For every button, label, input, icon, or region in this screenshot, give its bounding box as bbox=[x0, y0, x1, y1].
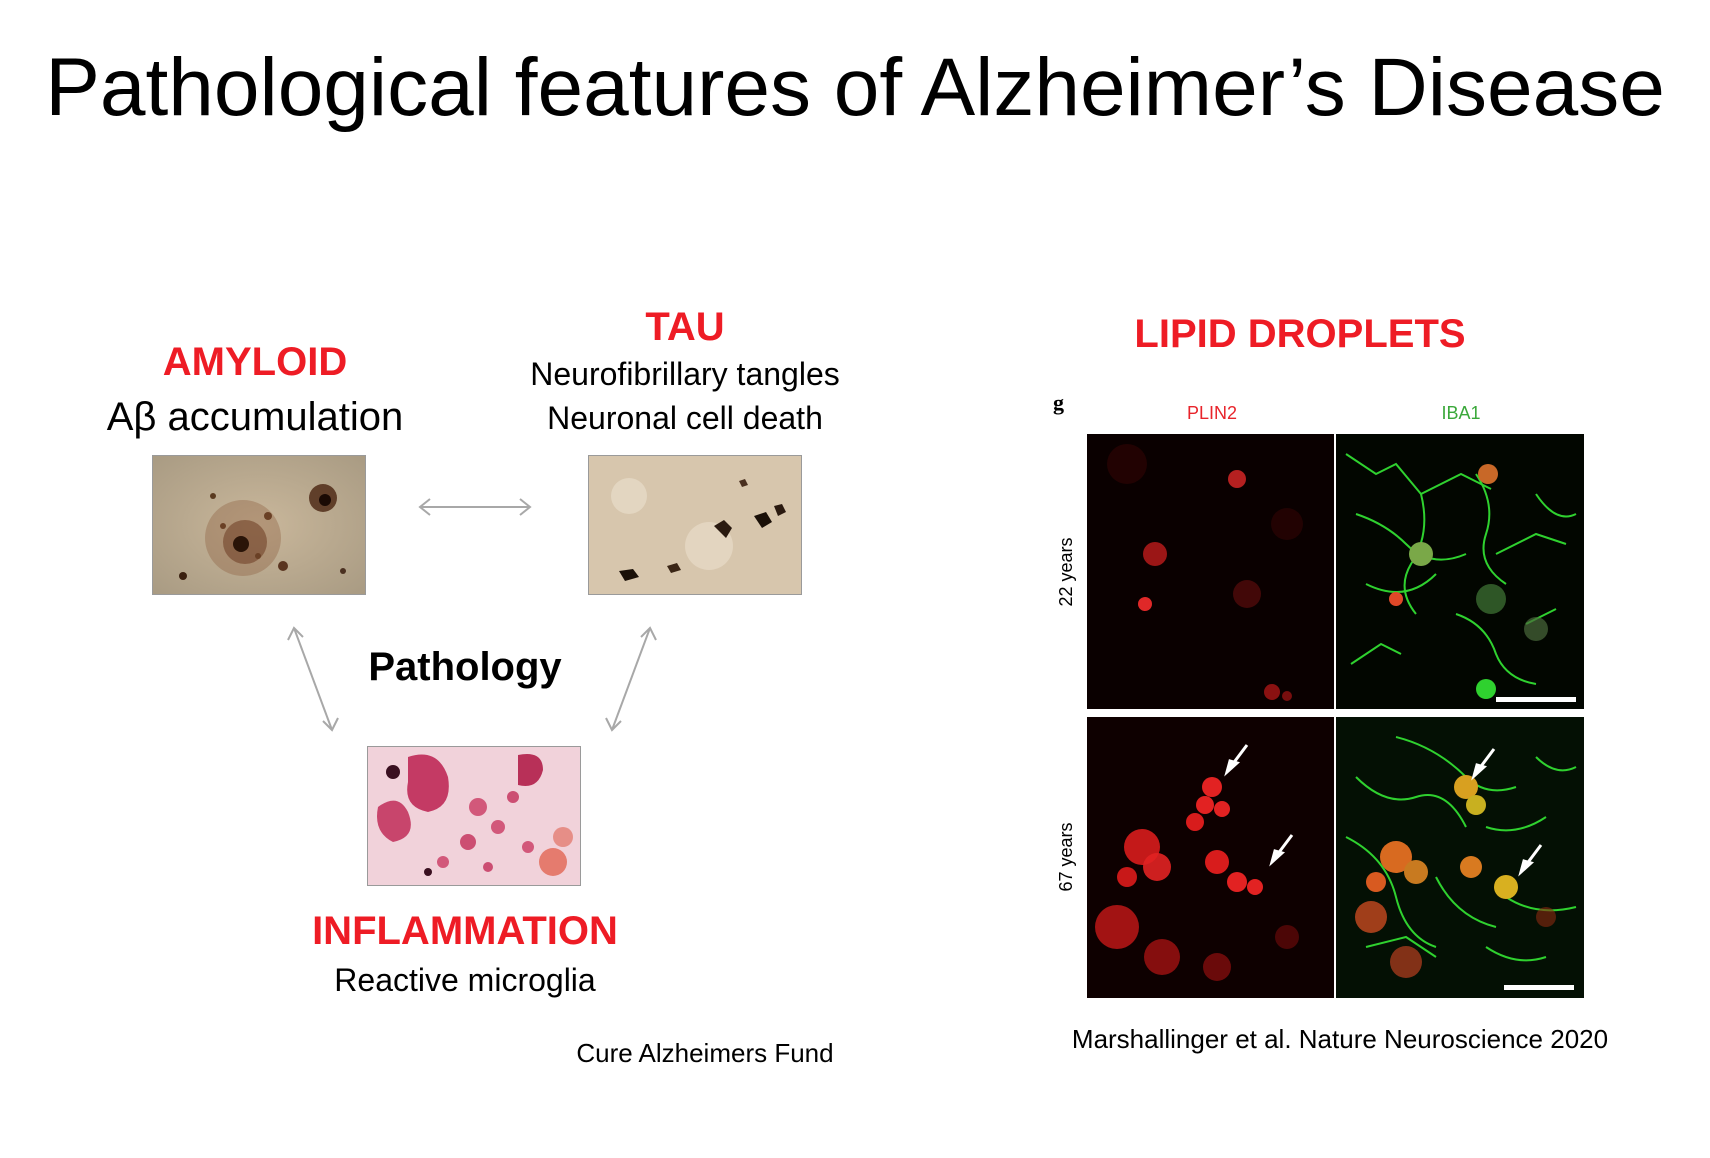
inflammation-subtitle: Reactive microglia bbox=[334, 962, 596, 998]
column-label-plin2: PLIN2 bbox=[1186, 403, 1238, 423]
panel-22y-iba1 bbox=[1336, 434, 1584, 709]
panel-22y-plin2 bbox=[1087, 434, 1334, 709]
slide-title: Pathological features of Alzheimer’s Dis… bbox=[45, 42, 1665, 133]
column-label-iba1: IBA1 bbox=[1441, 403, 1481, 423]
lipid-droplets-heading: LIPID DROPLETS bbox=[1134, 312, 1466, 356]
amyloid-inflammation-double-arrow bbox=[287, 626, 339, 732]
tau-micrograph bbox=[588, 455, 802, 595]
figure-panel-letter: g bbox=[1053, 390, 1064, 415]
inflammation-micrograph bbox=[367, 746, 581, 886]
tau-heading: TAU bbox=[645, 305, 725, 349]
right-credit: Marshallinger et al. Nature Neuroscience… bbox=[1071, 1024, 1609, 1054]
tau-line-1: Neurofibrillary tangles bbox=[530, 356, 840, 392]
pathology-label: Pathology bbox=[368, 645, 562, 689]
inflammation-heading: INFLAMMATION bbox=[312, 909, 618, 953]
panel-67y-plin2 bbox=[1087, 717, 1334, 998]
panel-67y-iba1 bbox=[1336, 717, 1584, 998]
row-label-67-years: 67 years bbox=[1056, 822, 1076, 892]
amyloid-heading: AMYLOID bbox=[162, 340, 348, 384]
left-credit: Cure Alzheimers Fund bbox=[576, 1038, 834, 1068]
amyloid-micrograph bbox=[152, 455, 366, 595]
amyloid-subtitle: Aβ accumulation bbox=[106, 395, 404, 439]
amyloid-tau-double-arrow bbox=[418, 498, 532, 516]
tau-line-2: Neuronal cell death bbox=[547, 400, 823, 436]
row-label-22-years: 22 years bbox=[1056, 537, 1076, 607]
tau-inflammation-double-arrow bbox=[605, 626, 657, 732]
